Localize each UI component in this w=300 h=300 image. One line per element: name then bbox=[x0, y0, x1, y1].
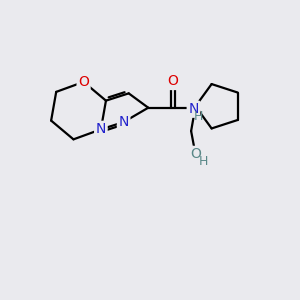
Text: N: N bbox=[188, 102, 199, 116]
Text: O: O bbox=[78, 75, 89, 89]
Text: H: H bbox=[199, 155, 208, 168]
Text: N: N bbox=[96, 122, 106, 136]
Text: H: H bbox=[194, 110, 203, 123]
Text: N: N bbox=[118, 115, 129, 129]
Text: O: O bbox=[168, 74, 178, 88]
Text: O: O bbox=[190, 147, 201, 161]
